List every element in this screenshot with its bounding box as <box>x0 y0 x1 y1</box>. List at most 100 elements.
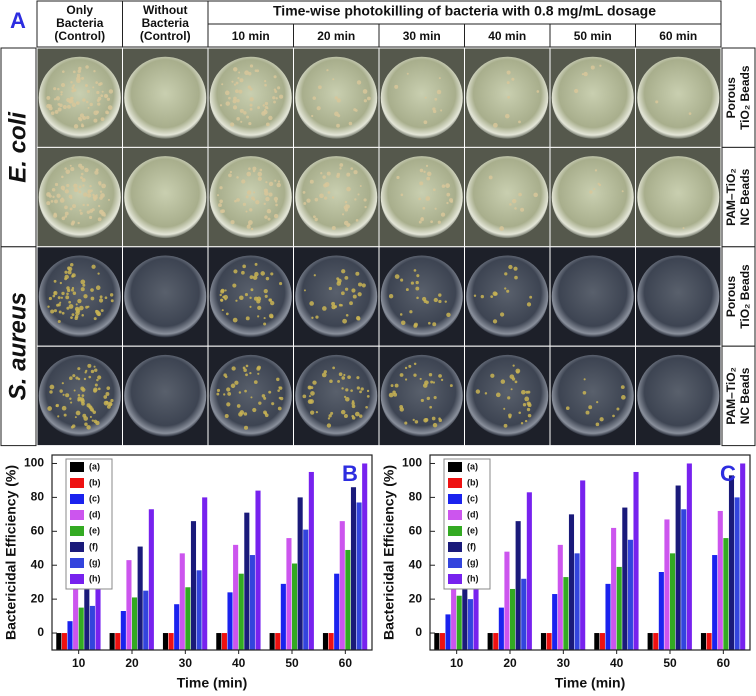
colony <box>48 106 53 111</box>
colony <box>355 271 360 276</box>
colony <box>312 96 317 100</box>
colony <box>490 373 495 378</box>
bar <box>308 471 314 650</box>
colony <box>440 378 444 382</box>
bar <box>84 566 90 650</box>
colony <box>437 220 441 224</box>
colony <box>73 124 79 129</box>
colony <box>413 323 418 328</box>
column-header-line: Without <box>143 3 188 17</box>
colony <box>63 413 67 417</box>
colony <box>367 96 371 101</box>
colony <box>82 203 85 207</box>
colony <box>400 320 406 326</box>
colony <box>275 203 278 207</box>
colony <box>85 100 89 104</box>
colony <box>264 80 267 83</box>
colony <box>223 393 226 396</box>
bar <box>286 538 292 650</box>
colony <box>510 388 513 391</box>
colony <box>265 276 270 281</box>
colony <box>105 94 108 98</box>
petri-dish <box>124 255 207 338</box>
bar <box>740 463 746 650</box>
bar <box>89 605 95 650</box>
colony <box>96 378 99 382</box>
colony <box>59 103 63 107</box>
colony <box>70 81 73 84</box>
colony <box>418 220 422 224</box>
petri-dish <box>209 354 292 437</box>
colony <box>61 291 65 296</box>
colony <box>94 170 99 175</box>
colony <box>96 90 100 95</box>
y-tick-label: 40 <box>31 557 45 571</box>
colony <box>242 264 246 269</box>
colony <box>424 380 429 385</box>
colony <box>264 413 269 418</box>
colony <box>110 398 114 403</box>
colony <box>565 406 570 411</box>
colony <box>419 181 424 186</box>
colony <box>74 416 77 419</box>
colony <box>81 124 85 128</box>
colony <box>423 418 428 423</box>
colony <box>49 384 55 390</box>
colony <box>302 190 306 194</box>
colony <box>68 304 74 309</box>
bar <box>280 583 286 650</box>
material-label-line: PAM–TiO₂ <box>724 367 738 425</box>
colony <box>266 107 269 110</box>
colony <box>511 77 515 81</box>
colony <box>257 305 262 310</box>
bar <box>723 538 729 650</box>
bar <box>67 621 73 650</box>
colony <box>97 217 102 222</box>
bar <box>504 551 510 650</box>
colony <box>71 86 75 90</box>
bar <box>521 578 527 650</box>
colony <box>252 166 257 171</box>
colony <box>219 293 222 297</box>
colony <box>331 225 336 230</box>
colony <box>514 275 518 280</box>
colony <box>343 220 349 226</box>
colony <box>326 171 331 176</box>
colony <box>216 392 220 396</box>
colony <box>346 186 351 192</box>
column-header: Only Bacteria (Control) <box>54 3 105 43</box>
colony <box>343 413 348 419</box>
legend-swatch <box>448 542 462 552</box>
colony <box>241 270 245 275</box>
colony <box>311 114 314 118</box>
bar <box>670 553 676 650</box>
petri-dish <box>637 56 720 139</box>
colony <box>400 193 404 197</box>
x-tick-label: 20 <box>125 656 139 670</box>
bar <box>700 633 707 650</box>
colony <box>80 176 83 180</box>
colony <box>327 191 331 194</box>
bar <box>109 633 115 650</box>
colony <box>364 205 367 209</box>
colony <box>243 425 249 430</box>
legend-label: (c) <box>89 493 100 503</box>
colony <box>229 170 233 174</box>
colony <box>98 181 102 185</box>
colony <box>361 283 366 288</box>
colony <box>90 296 95 301</box>
colony <box>88 405 92 409</box>
colony <box>89 184 92 188</box>
colony <box>221 83 224 86</box>
plot-frame <box>429 454 751 651</box>
colony <box>363 99 367 103</box>
colony <box>326 423 332 428</box>
colony <box>356 317 361 321</box>
petri-dish <box>551 56 634 139</box>
colony <box>322 306 327 311</box>
x-axis-title: Time (min) <box>555 675 626 691</box>
x-axis-title: Time (min) <box>177 675 248 691</box>
colony <box>243 412 248 416</box>
colony <box>74 316 78 321</box>
colony <box>429 405 433 409</box>
